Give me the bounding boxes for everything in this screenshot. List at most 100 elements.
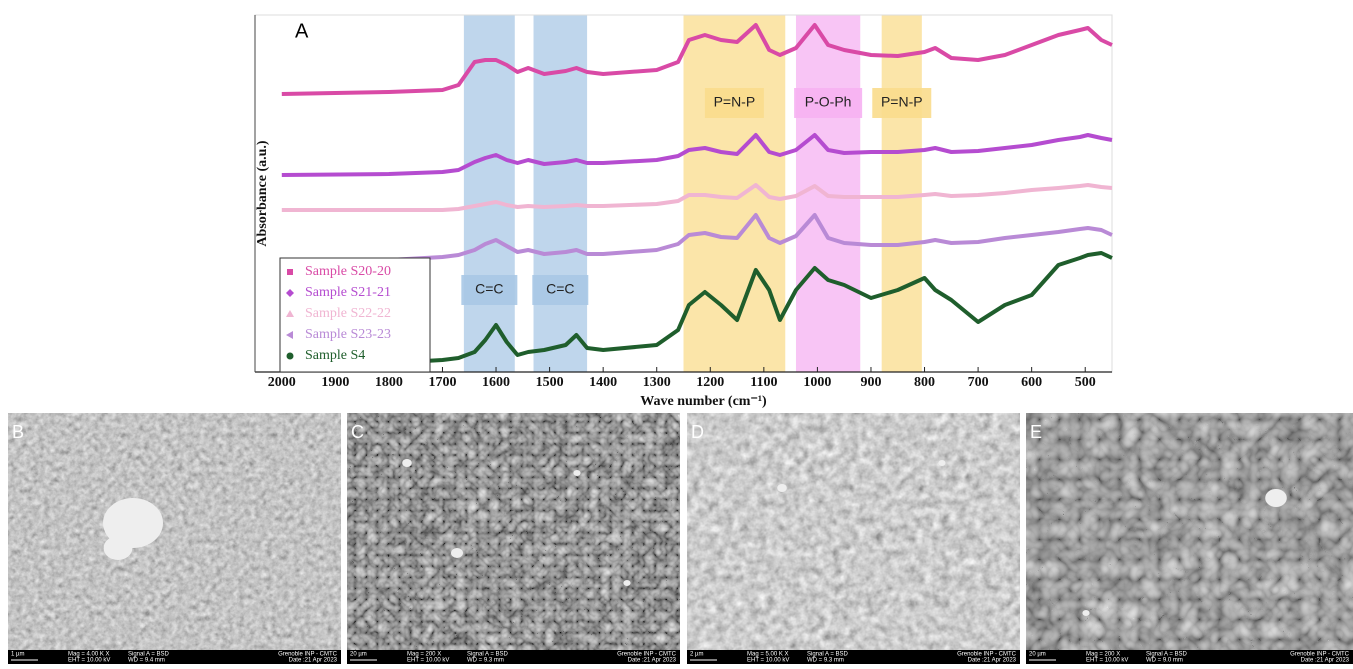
sem-image xyxy=(687,413,1020,650)
x-tick-label: 1600 xyxy=(482,375,510,390)
scale-bar-label: 2 µm xyxy=(690,652,703,658)
sem-date: Date :21 Apr 2023 xyxy=(1301,658,1350,664)
legend-label: Sample S4 xyxy=(305,348,365,363)
legend-marker xyxy=(286,310,294,317)
band-label: P-O-Ph xyxy=(805,94,852,110)
ftir-chart: C=C C=C P=N-P P-O-Ph P=N-P 2000 1900 1800 1700 16… xyxy=(254,14,1113,409)
x-tick-label: 1000 xyxy=(803,375,831,390)
legend-label: Sample S23-23 xyxy=(305,327,391,342)
legend-marker xyxy=(287,269,293,275)
sem-signal: Signal A = BSD xyxy=(807,652,849,658)
x-tick-label: 700 xyxy=(968,375,989,390)
particle xyxy=(103,498,163,548)
series-line xyxy=(281,23,1113,96)
panel-label: A xyxy=(295,20,309,42)
particle xyxy=(1265,489,1287,507)
particle xyxy=(402,459,412,467)
x-tick-label: 1900 xyxy=(321,375,349,390)
x-tick-label: 1100 xyxy=(750,375,777,390)
band-label-box xyxy=(794,88,863,118)
sem-institution: Grenoble INP - CMTC xyxy=(1290,652,1350,658)
band-label: C=C xyxy=(475,281,503,297)
band-label: P=N-P xyxy=(714,94,756,110)
particle xyxy=(103,536,133,560)
series-line xyxy=(281,213,1113,264)
particle xyxy=(1082,610,1090,616)
sem-mag: Mag = 5.00 K X xyxy=(747,652,789,658)
x-tick-label: 2000 xyxy=(268,375,296,390)
band-label: C=C xyxy=(546,281,574,297)
x-tick-label: 500 xyxy=(1075,375,1096,390)
band-label-box xyxy=(532,275,589,305)
band-label-box xyxy=(872,88,932,118)
info-bar xyxy=(8,650,341,664)
x-tick-label: 1400 xyxy=(589,375,617,390)
info-bar xyxy=(1026,650,1353,664)
sem-signal: Signal A = BSD xyxy=(1146,652,1188,658)
legend-label: Sample S21-21 xyxy=(305,285,391,300)
x-axis-label: Wave number (cm⁻¹) xyxy=(640,394,767,409)
sem-institution: Grenoble INP - CMTC xyxy=(278,652,338,658)
sem-mag: Mag = 4.00 K X xyxy=(68,652,110,658)
sem-date: Date :21 Apr 2023 xyxy=(289,658,338,664)
series-line xyxy=(281,133,1113,177)
panel-label: E xyxy=(1030,422,1042,442)
sem-eht: EHT = 10.00 kV xyxy=(68,658,110,664)
scale-bar-label: 20 µm xyxy=(1029,652,1046,658)
info-bar xyxy=(347,650,680,664)
y-axis-label: Absorbance (a.u.) xyxy=(255,140,270,247)
scale-bar-label: 20 µm xyxy=(350,652,367,658)
sem-institution: Grenoble INP - CMTC xyxy=(957,652,1017,658)
sem-wd: WD = 9.4 mm xyxy=(128,658,165,664)
band-label-box xyxy=(704,88,764,118)
panel-label: D xyxy=(691,422,704,442)
legend-label: Sample S20-20 xyxy=(305,264,391,279)
x-tick-label: 900 xyxy=(860,375,881,390)
panel-label: B xyxy=(12,422,24,442)
sem-signal: Signal A = BSD xyxy=(467,652,509,658)
x-tick-label: 1200 xyxy=(696,375,724,390)
x-tick-label: 1300 xyxy=(643,375,671,390)
particle xyxy=(623,580,631,586)
particle xyxy=(777,484,787,492)
band xyxy=(795,15,861,372)
band-label: P=N-P xyxy=(881,94,923,110)
sem-date: Date :21 Apr 2023 xyxy=(628,658,677,664)
legend-label: Sample S22-22 xyxy=(305,306,391,321)
sem-date: Date :21 Apr 2023 xyxy=(968,658,1017,664)
band xyxy=(463,15,515,372)
legend-box xyxy=(279,257,431,373)
band xyxy=(881,15,922,372)
info-bar xyxy=(687,650,1020,664)
sem-wd: WD = 9.3 mm xyxy=(807,658,844,664)
panel-label: C xyxy=(351,422,364,442)
legend-marker xyxy=(286,331,293,339)
sem-signal: Signal A = BSD xyxy=(128,652,170,658)
particle xyxy=(451,548,463,558)
particle xyxy=(938,460,946,466)
sem-wd: WD = 9.3 mm xyxy=(467,658,504,664)
series-line xyxy=(281,251,1113,367)
band-label-box xyxy=(461,275,518,305)
legend-marker xyxy=(286,352,294,360)
particle xyxy=(573,470,581,476)
x-tick-label: 1700 xyxy=(428,375,456,390)
sem-eht: EHT = 10.00 kV xyxy=(1086,658,1128,664)
legend-marker xyxy=(286,289,294,297)
x-tick-label: 1500 xyxy=(536,375,564,390)
sem-institution: Grenoble INP - CMTC xyxy=(617,652,677,658)
x-tick-label: 1800 xyxy=(375,375,403,390)
sem-eht: EHT = 10.00 kV xyxy=(407,658,449,664)
sem-mag: Mag = 200 X xyxy=(407,652,441,658)
scale-bar-label: 1 µm xyxy=(11,652,24,658)
sem-eht: EHT = 10.00 kV xyxy=(747,658,789,664)
sem-image xyxy=(347,413,680,650)
x-tick-label: 600 xyxy=(1021,375,1042,390)
series-line xyxy=(281,183,1113,212)
sem-image xyxy=(8,413,341,650)
sem-mag: Mag = 200 X xyxy=(1086,652,1120,658)
sem-wd: WD = 9.0 mm xyxy=(1146,658,1183,664)
sem-image xyxy=(1026,413,1353,650)
